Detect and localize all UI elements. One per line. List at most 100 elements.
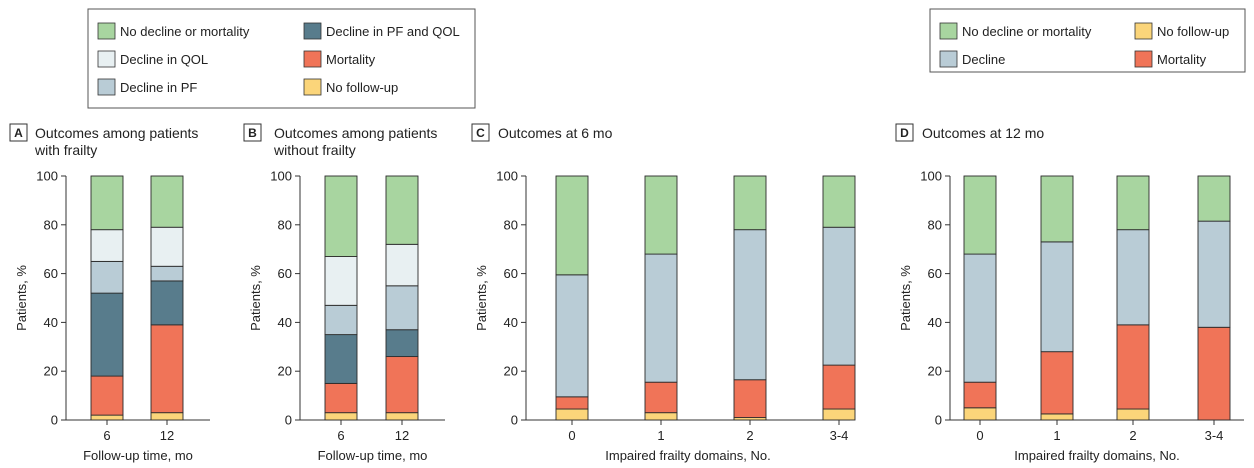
legend-swatch bbox=[303, 78, 322, 96]
bar-segment bbox=[644, 412, 678, 421]
x-tick-label: 3-4 bbox=[830, 428, 849, 443]
bar-stack bbox=[963, 175, 997, 421]
bar-segment bbox=[385, 356, 419, 414]
y-tick-label: 60 bbox=[44, 266, 58, 281]
bar-segment bbox=[1040, 413, 1074, 421]
bar-stack bbox=[150, 175, 184, 421]
bar-segment bbox=[90, 229, 124, 262]
chart-title-line: with frailty bbox=[34, 142, 97, 158]
bar-segment bbox=[1040, 241, 1074, 353]
bar-segment bbox=[963, 407, 997, 421]
panel-letter-box bbox=[9, 123, 28, 142]
y-tick-label: 80 bbox=[928, 217, 942, 232]
legend-item: No decline or mortality bbox=[939, 22, 1092, 40]
legend-label: Mortality bbox=[1157, 52, 1207, 67]
panel-letter-box bbox=[243, 123, 262, 142]
bar-segment bbox=[822, 408, 856, 421]
y-tick-label: 0 bbox=[285, 413, 292, 428]
x-tick-label: 12 bbox=[395, 428, 409, 443]
bar-segment bbox=[385, 175, 419, 245]
x-tick-label: 0 bbox=[568, 428, 575, 443]
bar-segment bbox=[90, 260, 124, 294]
legend-item: Decline bbox=[939, 50, 1005, 68]
y-tick-label: 40 bbox=[44, 315, 58, 330]
legend-label: No follow-up bbox=[1157, 24, 1229, 39]
bar-segment bbox=[90, 292, 124, 377]
bar-segment bbox=[1116, 229, 1150, 326]
bar-segment bbox=[90, 175, 124, 231]
legend-item: Decline in QOL bbox=[97, 50, 208, 68]
bar-segment bbox=[644, 381, 678, 414]
legend-item: No follow-up bbox=[1134, 22, 1229, 40]
bar-segment bbox=[385, 412, 419, 421]
legend-swatch bbox=[97, 50, 116, 68]
bar-segment bbox=[555, 175, 589, 276]
x-tick-label: 12 bbox=[160, 428, 174, 443]
x-axis-label: Impaired frailty domains, No. bbox=[1014, 448, 1179, 463]
y-tick-label: 60 bbox=[504, 266, 518, 281]
bar-segment bbox=[324, 412, 358, 421]
y-tick-label: 80 bbox=[278, 217, 292, 232]
bar-segment bbox=[822, 175, 856, 228]
y-axis-label: Patients, % bbox=[14, 265, 29, 331]
bar-segment bbox=[385, 285, 419, 331]
panel-letter: C bbox=[476, 126, 485, 140]
y-tick-label: 40 bbox=[928, 315, 942, 330]
bar-segment bbox=[1197, 220, 1231, 328]
x-tick-label: 3-4 bbox=[1205, 428, 1224, 443]
bar-segment bbox=[822, 226, 856, 366]
y-axis-label: Patients, % bbox=[248, 265, 263, 331]
bar-segment bbox=[385, 243, 419, 287]
y-tick-label: 80 bbox=[44, 217, 58, 232]
x-tick-label: 6 bbox=[103, 428, 110, 443]
bar-segment bbox=[963, 253, 997, 383]
legend-swatch bbox=[939, 22, 958, 40]
legend-item: No decline or mortality bbox=[97, 22, 250, 40]
bar-segment bbox=[555, 396, 589, 410]
bar-segment bbox=[324, 334, 358, 384]
panel-letter-box bbox=[471, 123, 490, 142]
chart-title-line: Outcomes among patients bbox=[274, 125, 437, 141]
y-tick-label: 60 bbox=[278, 266, 292, 281]
bar-stack bbox=[1040, 175, 1074, 421]
legend-label: Mortality bbox=[326, 52, 376, 67]
legend-swatch bbox=[97, 22, 116, 40]
bar-stack bbox=[90, 175, 124, 421]
bar-segment bbox=[555, 408, 589, 421]
panel-letter: A bbox=[14, 126, 23, 140]
legend-label: Decline in PF bbox=[120, 80, 197, 95]
bar-stack bbox=[733, 175, 767, 421]
bar-segment bbox=[1116, 324, 1150, 410]
legend-swatch bbox=[1134, 22, 1153, 40]
y-axis-label: Patients, % bbox=[474, 265, 489, 331]
y-tick-label: 100 bbox=[270, 169, 292, 184]
bar-segment bbox=[150, 226, 184, 267]
x-axis-label: Impaired frailty domains, No. bbox=[605, 448, 770, 463]
legend-box bbox=[929, 8, 1246, 73]
y-tick-label: 20 bbox=[504, 364, 518, 379]
legend-box bbox=[87, 8, 476, 109]
x-tick-label: 6 bbox=[337, 428, 344, 443]
legend-swatch bbox=[303, 50, 322, 68]
legend-item: No follow-up bbox=[303, 78, 398, 96]
bar-segment bbox=[822, 364, 856, 410]
chart-title: Outcomes among patients with frailty bbox=[34, 125, 198, 158]
y-tick-label: 80 bbox=[504, 217, 518, 232]
bar-stack bbox=[644, 175, 678, 421]
legend-label: Decline in QOL bbox=[120, 52, 208, 67]
bar-segment bbox=[324, 304, 358, 336]
panel-a: A Outcomes among patients with frailty 0 20 4… bbox=[9, 123, 210, 463]
y-tick-label: 0 bbox=[51, 413, 58, 428]
y-tick-label: 40 bbox=[278, 315, 292, 330]
y-tick-label: 60 bbox=[928, 266, 942, 281]
y-tick-label: 20 bbox=[278, 364, 292, 379]
legend-label: No decline or mortality bbox=[962, 24, 1092, 39]
panel-letter-box bbox=[895, 123, 914, 142]
bar-segment bbox=[324, 175, 358, 257]
panel-letter: B bbox=[248, 126, 257, 140]
bar-segment bbox=[555, 274, 589, 398]
bar-segment bbox=[644, 175, 678, 255]
bar-segment bbox=[733, 229, 767, 381]
y-tick-label: 100 bbox=[496, 169, 518, 184]
